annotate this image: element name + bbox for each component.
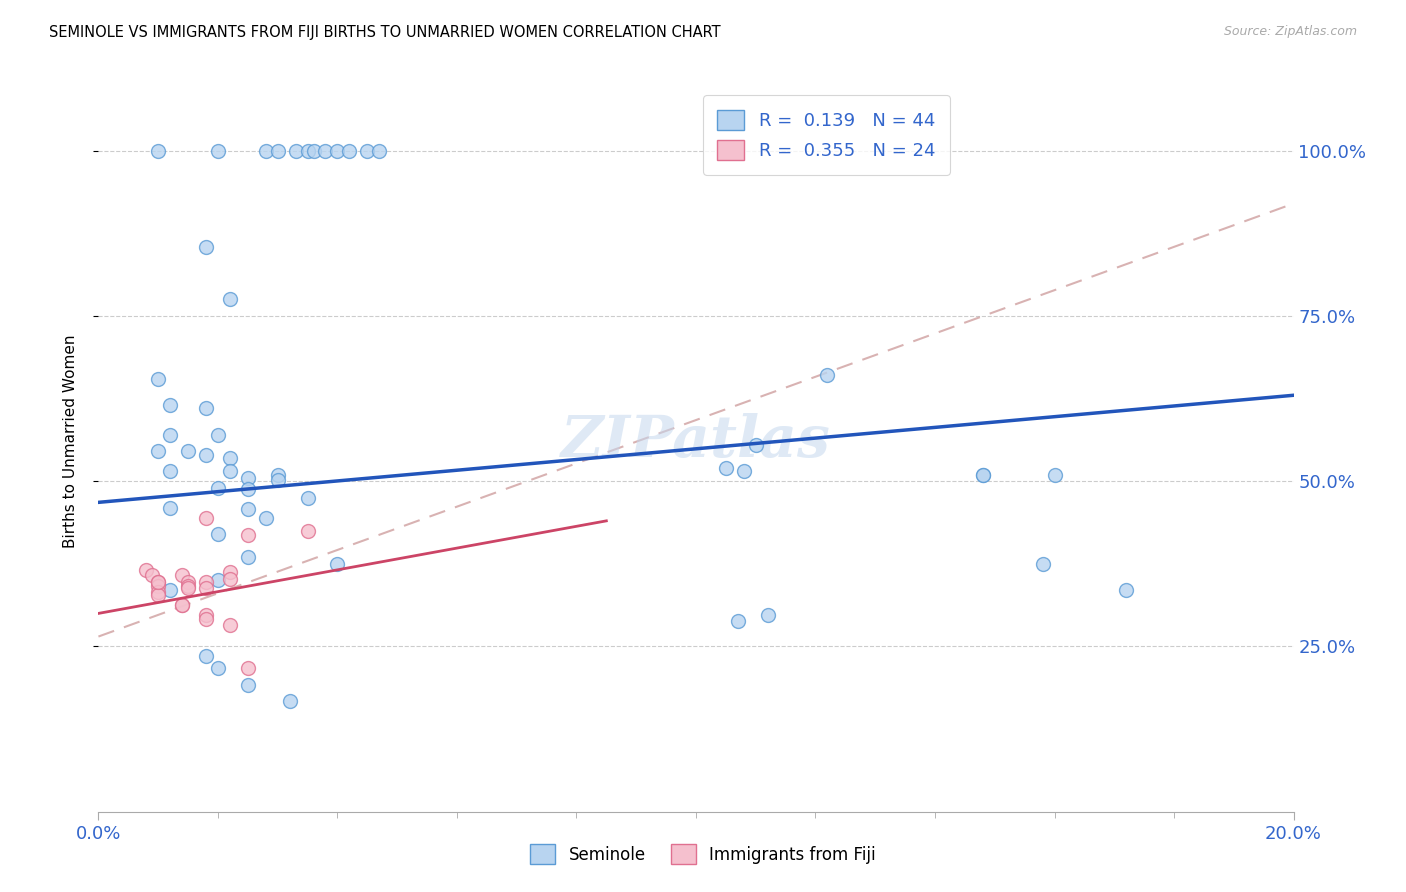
Point [727,615,749,629]
Point [159,398,181,412]
Point [756,607,779,622]
Point [207,660,229,674]
Point [254,510,277,524]
Point [172,599,194,613]
Point [172,568,194,582]
Point [177,582,200,596]
Point [1032,557,1054,571]
Point [714,461,737,475]
Point [297,491,319,505]
Point [267,473,290,487]
Point [148,588,170,602]
Point [219,572,242,586]
Point [1115,583,1137,598]
Point [195,510,218,524]
Point [135,564,157,578]
Point [159,500,181,515]
Point [195,239,218,253]
Point [141,568,163,582]
Point [195,582,218,596]
Point [236,550,259,565]
Point [267,144,290,158]
Point [219,293,242,307]
Point [207,527,229,541]
Point [207,574,229,588]
Point [159,464,181,478]
Point [356,144,378,158]
Point [236,528,259,542]
Point [733,464,755,478]
Point [326,557,349,571]
Point [207,144,229,158]
Point [339,144,361,158]
Text: ZIPatlas: ZIPatlas [561,413,831,470]
Point [148,372,170,386]
Point [195,649,218,664]
Point [172,599,194,613]
Point [278,694,301,708]
Point [207,481,229,495]
Point [236,471,259,485]
Point [297,524,319,538]
Point [148,579,170,593]
Point [236,502,259,516]
Point [745,438,768,452]
Legend: Seminole, Immigrants from Fiji: Seminole, Immigrants from Fiji [523,838,883,871]
Point [177,579,200,593]
Point [195,401,218,416]
Point [177,574,200,589]
Point [219,451,242,466]
Point [219,618,242,632]
Point [297,144,319,158]
Point [236,482,259,496]
Point [315,144,337,158]
Point [219,464,242,478]
Point [177,444,200,458]
Point [219,566,242,580]
Point [284,144,307,158]
Point [815,368,838,383]
Point [267,467,290,482]
Point [326,144,349,158]
Legend: R =  0.139   N = 44, R =  0.355   N = 24: R = 0.139 N = 44, R = 0.355 N = 24 [703,95,950,175]
Y-axis label: Births to Unmarried Women: Births to Unmarried Women [63,334,77,549]
Point [148,585,170,599]
Point [148,574,170,589]
Point [972,467,994,482]
Point [148,444,170,458]
Point [236,678,259,692]
Point [207,428,229,442]
Point [302,144,325,158]
Point [195,574,218,589]
Point [159,428,181,442]
Point [195,448,218,462]
Text: Source: ZipAtlas.com: Source: ZipAtlas.com [1223,25,1357,38]
Point [368,144,391,158]
Text: SEMINOLE VS IMMIGRANTS FROM FIJI BIRTHS TO UNMARRIED WOMEN CORRELATION CHART: SEMINOLE VS IMMIGRANTS FROM FIJI BIRTHS … [49,25,721,40]
Point [148,574,170,589]
Point [1043,467,1066,482]
Point [254,144,277,158]
Point [148,144,170,158]
Point [195,612,218,626]
Point [236,660,259,674]
Point [195,607,218,622]
Point [159,583,181,598]
Point [972,467,994,482]
